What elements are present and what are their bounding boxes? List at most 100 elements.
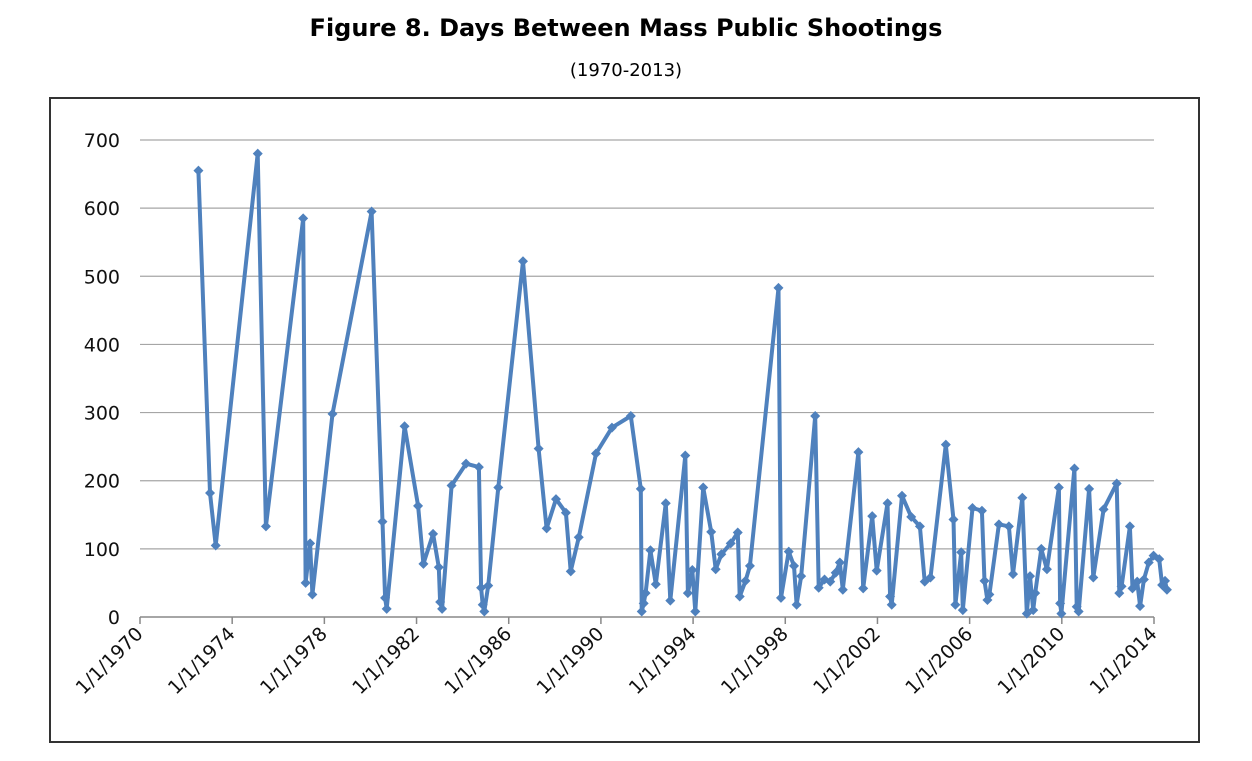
x-tick-label: 1/1/1982 [348, 623, 424, 699]
series-line [196, 151, 1169, 616]
data-point-marker [984, 589, 995, 600]
data-point-marker [193, 165, 204, 176]
data-point-marker [660, 498, 671, 509]
data-point-marker [837, 584, 848, 595]
x-tick-label: 1/1/1978 [256, 623, 332, 699]
data-point-marker [517, 256, 528, 267]
data-point-marker [993, 519, 1004, 530]
data-point-marker [446, 480, 457, 491]
data-point-marker [858, 583, 869, 594]
data-point-marker [1030, 588, 1041, 599]
data-point-marker [381, 603, 392, 614]
data-point-marker [810, 410, 821, 421]
data-point-marker [716, 549, 727, 560]
data-point-marker [477, 599, 488, 610]
data-point-marker [830, 567, 841, 578]
data-point-marker [948, 514, 959, 525]
x-tick-label: 1/1/2014 [1086, 623, 1162, 699]
data-point-marker [550, 494, 561, 505]
data-point-marker [638, 598, 649, 609]
data-point-marker [1111, 478, 1122, 489]
data-point-marker [205, 487, 216, 498]
data-point-marker [305, 538, 316, 549]
data-point-marker [914, 521, 925, 532]
data-point-marker [493, 482, 504, 493]
data-point-marker [1138, 574, 1149, 585]
x-tick-label: 1/1/1998 [717, 623, 793, 699]
y-tick-label: 0 [108, 607, 120, 629]
data-point-marker [1028, 605, 1039, 616]
data-point-marker [783, 546, 794, 557]
data-point-marker [813, 582, 824, 593]
x-tick-label: 1/1/1994 [625, 623, 701, 699]
data-point-marker [732, 527, 743, 538]
data-point-marker [1098, 504, 1109, 515]
data-point-marker [560, 507, 571, 518]
data-point-marker [380, 592, 391, 603]
data-point-marker [399, 421, 410, 432]
data-point-marker [1160, 575, 1171, 586]
data-point-marker [665, 595, 676, 606]
data-point-marker [680, 450, 691, 461]
data-point-marker [573, 532, 584, 543]
data-point-marker [479, 606, 490, 617]
data-point-marker [533, 443, 544, 454]
y-tick-label: 200 [84, 471, 120, 493]
data-point-marker [957, 605, 968, 616]
data-point-marker [307, 589, 318, 600]
data-point-marker [650, 579, 661, 590]
data-point-marker [640, 588, 651, 599]
data-point-marker [896, 490, 907, 501]
data-point-marker [682, 588, 693, 599]
data-point-marker [698, 482, 709, 493]
chart-frame [49, 97, 1200, 743]
data-point-marker [925, 572, 936, 583]
data-point-marker [461, 458, 472, 469]
data-point-marker [775, 592, 786, 603]
data-point-marker [1055, 598, 1066, 609]
data-point-marker [377, 516, 388, 527]
data-point-marker [483, 580, 494, 591]
gridlines [140, 139, 1154, 550]
x-tick-label: 1/1/2006 [901, 623, 977, 699]
data-point-marker [635, 483, 646, 494]
x-tick-label: 1/1/1974 [164, 623, 240, 699]
y-tick-label: 100 [84, 539, 120, 561]
data-point-marker [210, 540, 221, 551]
chart-title: Figure 8. Days Between Mass Public Shoot… [309, 14, 943, 42]
data-point-marker [606, 422, 617, 433]
data-point-marker [885, 591, 896, 602]
data-point-marker [1008, 569, 1019, 580]
data-point-marker [433, 562, 444, 573]
data-point-marker [789, 560, 800, 571]
chart-subtitle: (1970-2013) [569, 60, 683, 81]
data-point-marker [1036, 543, 1047, 554]
data-point-marker [882, 498, 893, 509]
data-point-marker [740, 575, 751, 586]
data-point-marker [1025, 571, 1036, 582]
x-tick-label: 1/1/1970 [72, 623, 148, 699]
data-point-marker [428, 528, 439, 539]
data-point-marker [940, 439, 951, 450]
data-point-marker [590, 448, 601, 459]
data-point-marker [706, 526, 717, 537]
data-point-marker [834, 557, 845, 568]
y-tick-label: 700 [84, 130, 120, 152]
data-point-marker [1053, 482, 1064, 493]
data-point-marker [1124, 521, 1135, 532]
y-axis-ticks: 0 100 200 300 400 500 600 700 [84, 130, 120, 629]
data-point-marker [1088, 572, 1099, 583]
x-tick-label: 1/1/1990 [533, 623, 609, 699]
series-markers [193, 148, 1172, 619]
data-point-marker [825, 576, 836, 587]
x-tick-label: 1/1/1986 [440, 623, 516, 699]
data-point-marker [967, 502, 978, 513]
data-point-marker [1127, 583, 1138, 594]
data-point-marker [260, 521, 271, 532]
y-tick-label: 500 [84, 266, 120, 288]
data-point-marker [1161, 584, 1172, 595]
y-tick-label: 300 [84, 403, 120, 425]
data-point-marker [853, 447, 864, 458]
data-point-marker [1143, 557, 1154, 568]
